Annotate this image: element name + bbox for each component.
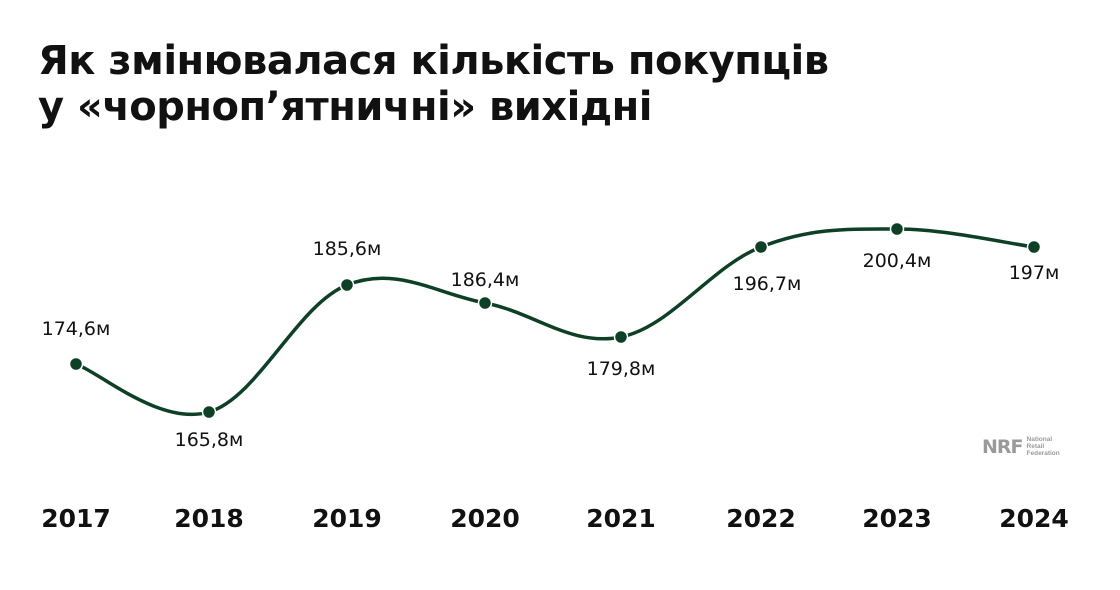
x-tick-label: 2020 xyxy=(450,504,520,533)
nrf-logo-line: National xyxy=(1026,436,1053,443)
x-tick-label: 2019 xyxy=(312,504,382,533)
chart-title-line-1: Як змінювалася кількість покупців xyxy=(38,38,829,84)
data-point xyxy=(201,404,217,420)
data-label: 174,6м xyxy=(42,318,111,340)
x-tick-label: 2022 xyxy=(726,504,796,533)
data-point xyxy=(339,277,355,293)
data-point xyxy=(889,221,905,237)
x-tick-label: 2021 xyxy=(586,504,656,533)
data-labels: 174,6м 165,8м 185,6м 186,4м 179,8м 196,7м 200,… xyxy=(42,238,1060,451)
x-tick-label: 2023 xyxy=(862,504,932,533)
nrf-logo: NRF National Retail Federation xyxy=(982,436,1071,457)
data-label: 179,8м xyxy=(587,358,656,380)
x-tick-label: 2018 xyxy=(174,504,244,533)
series-layer xyxy=(74,227,1036,416)
x-tick-label: 2017 xyxy=(41,504,111,533)
series-line xyxy=(74,227,1036,416)
data-point xyxy=(68,356,84,372)
data-label: 186,4м xyxy=(451,269,520,291)
data-label: 200,4м xyxy=(863,250,932,272)
nrf-logo-line: Retail xyxy=(1026,443,1045,450)
points-layer xyxy=(68,221,1042,420)
data-label: 185,6м xyxy=(313,238,382,260)
chart-title-line-2: у «чорноп’ятничні» вихідні xyxy=(38,84,652,130)
data-label: 196,7м xyxy=(733,273,802,295)
data-label: 165,8м xyxy=(175,429,244,451)
nrf-logo-line: Federation xyxy=(1026,450,1060,457)
x-tick-label: 2024 xyxy=(999,504,1069,533)
chart-title: Як змінювалася кількість покупців у «чор… xyxy=(38,38,829,130)
data-point xyxy=(753,239,769,255)
data-label: 197м xyxy=(1009,262,1060,284)
x-axis-tick-labels: 2017 2018 2019 2020 2021 2022 2023 2024 xyxy=(41,504,1069,533)
data-point xyxy=(477,295,493,311)
nrf-logo-subtitle: National Retail Federation xyxy=(1027,436,1071,457)
nrf-logo-mark: NRF xyxy=(982,435,1024,458)
data-point xyxy=(613,329,629,345)
data-point xyxy=(1026,239,1042,255)
